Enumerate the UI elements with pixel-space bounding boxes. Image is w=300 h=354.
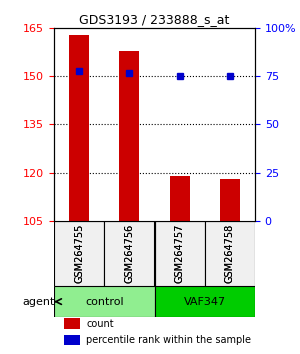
FancyBboxPatch shape — [54, 286, 154, 317]
FancyBboxPatch shape — [104, 221, 154, 286]
Bar — [64, 335, 80, 346]
Bar — [169, 176, 190, 221]
Text: control: control — [85, 297, 124, 307]
Bar — [119, 51, 140, 221]
Bar — [220, 179, 240, 221]
Text: VAF347: VAF347 — [184, 297, 226, 307]
Text: GSM264758: GSM264758 — [225, 224, 235, 283]
FancyBboxPatch shape — [205, 221, 255, 286]
Text: GSM264755: GSM264755 — [74, 224, 84, 283]
Text: GSM264758: GSM264758 — [225, 224, 235, 283]
Text: GSM264757: GSM264757 — [175, 224, 184, 283]
Text: percentile rank within the sample: percentile rank within the sample — [86, 335, 251, 345]
Text: GSM264757: GSM264757 — [175, 224, 184, 283]
Bar — [64, 318, 80, 329]
Text: count: count — [86, 319, 114, 329]
Text: agent: agent — [22, 297, 55, 307]
Text: GSM264755: GSM264755 — [74, 224, 84, 283]
Text: GSM264756: GSM264756 — [124, 224, 134, 283]
Text: GSM264756: GSM264756 — [124, 224, 134, 283]
FancyBboxPatch shape — [154, 286, 255, 317]
Title: GDS3193 / 233888_s_at: GDS3193 / 233888_s_at — [79, 13, 230, 26]
FancyBboxPatch shape — [54, 221, 104, 286]
Bar — [69, 35, 89, 221]
FancyBboxPatch shape — [154, 221, 205, 286]
